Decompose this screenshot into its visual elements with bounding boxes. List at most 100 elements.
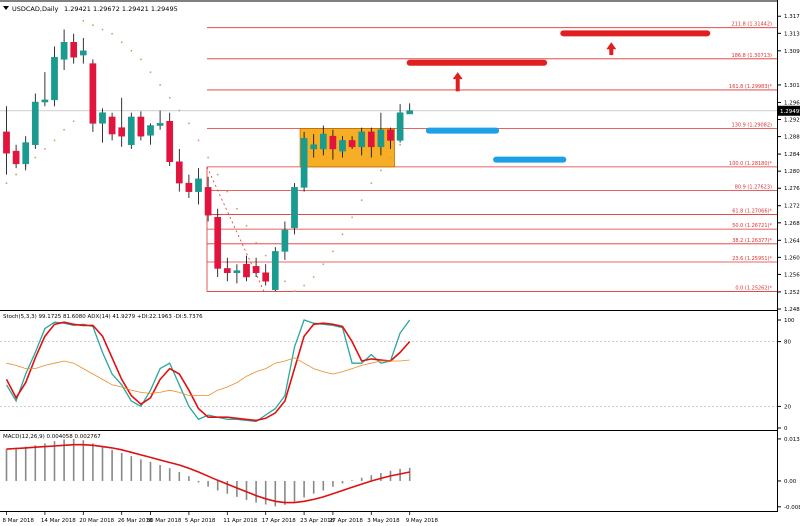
macd-tick-label: 0.00 [784,479,797,485]
sar-dot [5,182,8,185]
stoch-title: Stoch(5,3,3) 99.1725 81.6080 ADX(14) 41.… [3,314,203,320]
bear-candle [262,272,270,282]
sar-dot [82,20,85,22]
sar-dot [92,24,94,27]
price-tick-label: 1.31710 [784,14,800,20]
macd-tick-label: -0.008124 [784,505,800,511]
sar-dot [140,58,142,61]
sar-dot [101,28,104,31]
bear-candle [329,135,337,150]
candlesticks [3,29,414,292]
up-arrow-icon [606,42,617,50]
price-tick-label: 1.29290 [784,118,800,124]
time-tick-label: 30 Mar 2018 [147,518,182,524]
fib-level-label: 161.8 (1.29983)* [729,84,772,90]
time-tick-label: 17 Apr 2018 [262,518,297,524]
price-tick-label: 1.28080 [784,169,800,175]
fib-level-label: 80.9 (1.27623) [735,185,772,191]
stochastic-pane: 100 80 20 0 [0,318,795,432]
bull-candle [291,187,298,229]
sar-dot [168,96,171,99]
sar-dot [322,263,325,266]
time-tick-label: 23 Apr 2018 [300,518,335,524]
price-tick-label: 1.24850 [784,307,800,313]
sar-dot [303,284,305,287]
stoch-tick-label: 0 [784,426,788,432]
bull-candle [79,50,87,56]
sar-dot [63,128,65,131]
price-tick-label: 1.31310 [784,31,800,37]
sar-dot [399,143,401,146]
bull-candle [41,99,49,103]
time-tick-label: 3 May 2018 [367,518,400,524]
bear-candle [175,161,183,184]
bear-candle [348,140,356,148]
bear-candle [223,268,231,273]
bear-candle [108,116,116,135]
bull-candle [233,270,241,273]
sar-dot [389,156,392,159]
sar-dot [44,148,46,150]
sar-dot [197,139,200,142]
sar-dot [226,190,229,193]
stoch-tick-label: 100 [784,318,795,324]
bear-candle [3,131,10,154]
sar-dot [332,250,334,253]
bull-candle [377,129,385,148]
current-price-label: 1.29495 [780,109,800,115]
bear-candle [137,116,145,137]
ohlc-values: 1.29421 1.29672 1.29421 1.29495 [64,5,178,13]
time-tick-label: 8 Mar 2018 [3,518,35,524]
bull-candle [358,131,366,148]
price-tick-label: 1.30900 [784,49,800,55]
time-tick-label: 11 Apr 2018 [223,518,258,524]
price-tick-label: 1.25250 [784,290,800,296]
fib-level-label: 50.0 (1.26721)* [732,223,772,229]
time-tick-label: 20 Mar 2018 [79,518,114,524]
macd-title: MACD(12,26,9) 0.004058 0.002767 [3,434,101,440]
up-arrow-shaft [609,48,614,56]
sar-dot [111,32,113,35]
sar-dot [351,216,353,219]
stoch-signal-line [5,321,411,422]
bull-candle [22,142,30,165]
sar-dot [370,182,373,185]
bull-candle [51,56,58,101]
macd-signal-line [6,443,410,504]
sar-dot [380,169,382,172]
sar-dot [188,122,190,125]
bull-candle [127,116,135,145]
sar-dot [34,156,37,159]
price-tick-label: 1.26870 [784,221,800,227]
bull-candle [281,229,289,252]
price-tick-label: 1.29690 [784,100,800,106]
bear-candle [204,187,212,216]
bull-candle [60,42,68,60]
time-axis: 8 Mar 2018 14 Mar 2018 20 Mar 2018 26 Mar 2… [3,511,439,524]
bull-candle [339,140,346,152]
price-tick-label: 1.25660 [784,272,800,278]
price-tick-label: 1.28480 [784,152,800,158]
bull-candle [406,110,414,115]
sar-dot [341,233,344,236]
sar-dot [149,71,152,74]
sar-dot [264,254,267,257]
bear-candle [367,131,375,148]
sar-dot [130,49,133,52]
time-tick-label: 5 Apr 2018 [185,518,216,524]
fib-level-label: 130.9 (1.29082) [732,122,773,128]
bear-candle [166,120,174,163]
fib-level-label: 100.0 (1.28180)* [729,161,772,167]
sar-dot [236,207,238,210]
bull-candle [319,133,327,150]
sar-dot [255,241,257,244]
bear-candle [70,42,78,58]
bear-candle [214,216,222,269]
stoch-tick-label: 20 [784,404,791,410]
sar-dot [72,120,75,123]
up-arrow-shaft [455,78,460,92]
sar-dot [293,290,296,292]
adx-line [6,357,410,396]
fib-level-label: 0.0 (1.25262)* [735,285,772,291]
